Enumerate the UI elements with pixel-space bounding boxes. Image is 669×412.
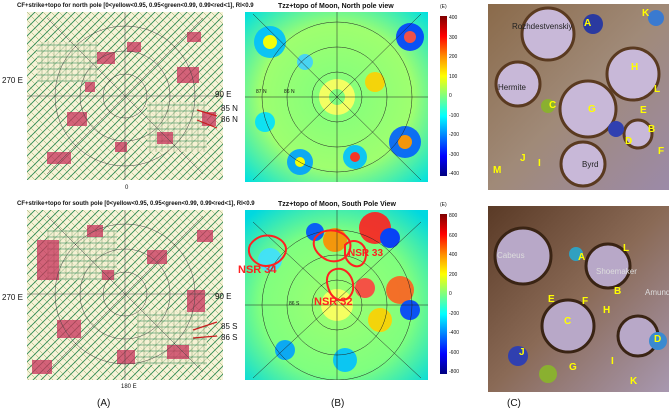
panel-c-north-letter-k: K: [642, 8, 650, 19]
cb-tick: -400: [449, 330, 460, 336]
panel-c-south-letter-k: K: [630, 376, 638, 387]
cb-tick: 800: [449, 213, 458, 219]
panel-c-south-letter-e: E: [548, 294, 555, 305]
nsr-33-label: NSR 33: [348, 248, 384, 259]
panel-b-north-colorbar-ticks: 400 300 200 100 0 -100 -200 -300 -400: [449, 15, 465, 177]
cb-tick: 0: [449, 291, 452, 297]
panel-a-south-lat1: 85 S: [221, 322, 238, 331]
panel-a-north-lat1: 85 N: [221, 104, 238, 113]
panel-c-south-letter-i: I: [611, 356, 614, 367]
panel-a-south-map: [27, 210, 223, 380]
cb-tick: -200: [449, 132, 460, 138]
panel-c-south-letter-l: L: [623, 243, 630, 254]
panel-b-south-inner: 86 S: [289, 301, 300, 307]
amund-label: Amund: [645, 288, 669, 297]
panel-a-south-lat2: 86 S: [221, 333, 238, 342]
cb-tick: 0: [449, 93, 452, 99]
panel-c-south-map: [488, 206, 669, 392]
panel-c-south-letter-j: J: [519, 347, 525, 358]
panel-b-north-colorbar: [440, 16, 447, 176]
panel-c-north-letter-d: D: [625, 136, 633, 147]
panel-b-north-colorbar-unit: (E): [440, 4, 447, 10]
panel-a-south-right-label: 90 E: [215, 292, 232, 301]
panel-a-north-right-label: 90 E: [215, 90, 232, 99]
hermite-label: Hermite: [498, 83, 527, 92]
panel-b-south-map: [245, 210, 428, 380]
panel-b-north-title: Tzz+topo of Moon, North pole view: [278, 3, 394, 10]
panel-c-north-letter-m: M: [493, 165, 502, 176]
panel-c-north-letter-j: J: [520, 153, 526, 164]
rozhdestvenskiy-label: Rozhdestvenskiy: [512, 22, 573, 31]
cabeus-label: Cabeus: [497, 251, 525, 260]
panel-c-north-letter-g: G: [588, 104, 596, 115]
cb-tick: 300: [449, 34, 458, 41]
panel-c-south-letter-c: C: [564, 316, 572, 327]
panel-a-north-left-label: 270 E: [2, 76, 23, 85]
panel-a-north-lat2: 86 N: [221, 115, 238, 124]
nsr-34-label: NSR 34: [238, 264, 277, 276]
cb-tick: -200: [449, 310, 460, 317]
panel-c-north-letter-l: L: [654, 84, 661, 95]
panel-b-north-map: [245, 12, 428, 182]
panel-b-south-colorbar-ticks: 800 600 400 200 0 -200 -400 -600 -800: [449, 213, 465, 375]
panel-b-north-inner1: 87 N: [256, 89, 267, 95]
panel-b-caption: (B): [331, 398, 345, 409]
panel-c-south-letter-b: B: [614, 286, 622, 297]
panel-c-south-letter-f: F: [582, 296, 589, 307]
panel-c-north-letter-a: A: [584, 18, 592, 29]
panel-c-south-letter-g: G: [569, 362, 577, 373]
panel-a-north-map: [27, 12, 223, 180]
panel-c-north-letter-h: H: [631, 62, 639, 73]
panel-a-north-bottom-label: 0: [125, 185, 129, 191]
panel-a-south-title: CF+strike+topo for south pole [0<yellow<…: [17, 201, 255, 207]
panel-c-north-letter-b: B: [648, 124, 656, 135]
panel-b-south-colorbar: [440, 214, 447, 374]
cb-tick: -800: [449, 369, 460, 375]
panel-c-south-letter-h: H: [603, 305, 611, 316]
panel-c-north-map: [488, 4, 669, 190]
cb-tick: 100: [449, 73, 458, 80]
panel-a-south-left-label: 270 E: [2, 293, 23, 302]
nsr-32-label: NSR 32: [314, 296, 353, 308]
panel-a-north-title: CF+strike+topo for north pole [0<yellow<…: [17, 3, 254, 9]
cb-tick: -100: [449, 112, 460, 119]
cb-tick: 200: [449, 271, 458, 278]
cb-tick: 600: [449, 232, 458, 239]
cb-tick: -300: [449, 151, 460, 158]
cb-tick: 400: [449, 252, 458, 258]
panel-c-north-letter-i: I: [538, 158, 541, 169]
panel-b-north-inner2: 86 N: [284, 89, 295, 95]
panel-c-south-letter-a: A: [578, 252, 586, 263]
cb-tick: -400: [449, 171, 460, 177]
panel-b-south-colorbar-unit: (E): [440, 202, 447, 208]
cb-tick: 200: [449, 54, 458, 60]
panel-c-caption: (C): [507, 398, 521, 409]
shoemaker-label: Shoemaker: [596, 267, 637, 276]
panel-b-south-title: Tzz+topo of Moon, South Pole View: [278, 201, 396, 208]
panel-c-north-letter-f: F: [658, 146, 665, 157]
panel-c-south-letter-d: D: [654, 334, 662, 345]
cb-tick: 400: [449, 15, 458, 21]
panel-a-south-bottom-label: 180 E: [121, 384, 137, 390]
byrd-label: Byrd: [582, 160, 599, 169]
panel-a-caption: (A): [97, 398, 111, 409]
cb-tick: -600: [449, 349, 460, 356]
panel-c-north-letter-c: C: [549, 100, 557, 111]
panel-c-north-letter-e: E: [640, 105, 647, 116]
